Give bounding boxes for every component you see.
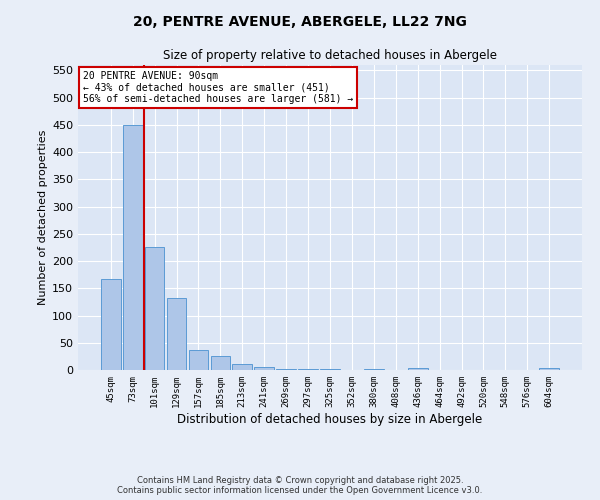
Title: Size of property relative to detached houses in Abergele: Size of property relative to detached ho… <box>163 50 497 62</box>
Bar <box>408 368 428 370</box>
Bar <box>123 125 143 370</box>
Bar <box>254 366 274 370</box>
Text: 20 PENTRE AVENUE: 90sqm
← 43% of detached houses are smaller (451)
56% of semi-d: 20 PENTRE AVENUE: 90sqm ← 43% of detache… <box>83 71 353 104</box>
Bar <box>167 298 187 370</box>
Y-axis label: Number of detached properties: Number of detached properties <box>38 130 48 305</box>
Bar <box>101 279 121 370</box>
Bar <box>276 369 296 370</box>
Bar <box>539 368 559 370</box>
Bar <box>211 356 230 370</box>
Bar <box>188 350 208 370</box>
Text: Contains HM Land Registry data © Crown copyright and database right 2025.
Contai: Contains HM Land Registry data © Crown c… <box>118 476 482 495</box>
Bar <box>232 364 252 370</box>
Text: 20, PENTRE AVENUE, ABERGELE, LL22 7NG: 20, PENTRE AVENUE, ABERGELE, LL22 7NG <box>133 15 467 29</box>
Bar <box>298 369 318 370</box>
Bar <box>145 248 164 370</box>
X-axis label: Distribution of detached houses by size in Abergele: Distribution of detached houses by size … <box>178 412 482 426</box>
